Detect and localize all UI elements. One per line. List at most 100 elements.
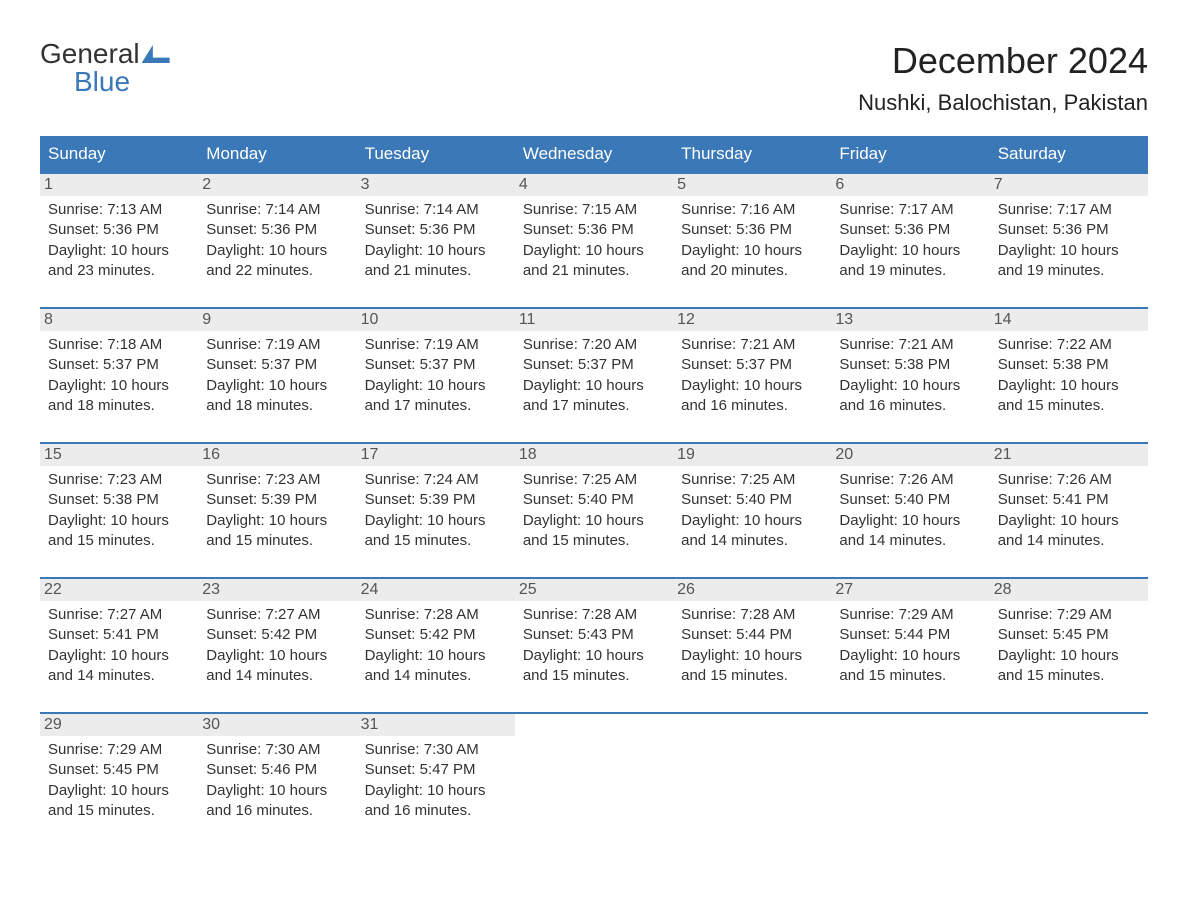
day-cell: 22Sunrise: 7:27 AMSunset: 5:41 PMDayligh… (40, 579, 198, 694)
sunset-line: Sunset: 5:40 PM (839, 490, 981, 510)
header: General Blue December 2024 Nushki, Baloc… (40, 40, 1148, 116)
day-cell: 3Sunrise: 7:14 AMSunset: 5:36 PMDaylight… (357, 174, 515, 289)
day-number: 16 (198, 444, 356, 466)
daylight-line: Daylight: 10 hours and 22 minutes. (206, 241, 348, 282)
daylight-line: Daylight: 10 hours and 19 minutes. (839, 241, 981, 282)
sunset-line: Sunset: 5:37 PM (523, 355, 665, 375)
day-header-row: SundayMondayTuesdayWednesdayThursdayFrid… (40, 136, 1148, 172)
sunset-line: Sunset: 5:37 PM (206, 355, 348, 375)
day-cell: 2 Sunrise: 7:14 AMSunset: 5:36 PMDaylight… (198, 174, 356, 289)
sunrise-line: Sunrise: 7:28 AM (365, 605, 507, 625)
sunset-line: Sunset: 5:44 PM (839, 625, 981, 645)
week-row: 29Sunrise: 7:29 AMSunset: 5:45 PMDayligh… (40, 712, 1148, 829)
day-body: Sunrise: 7:17 AMSunset: 5:36 PMDaylight:… (839, 200, 981, 281)
day-body: Sunrise: 7:25 AMSunset: 5:40 PMDaylight:… (523, 470, 665, 551)
day-header: Saturday (990, 136, 1148, 172)
sunset-line: Sunset: 5:36 PM (48, 220, 190, 240)
day-number: 17 (357, 444, 515, 466)
day-cell: . (990, 714, 1148, 829)
day-header: Wednesday (515, 136, 673, 172)
day-cell: 12Sunrise: 7:21 AMSunset: 5:37 PMDayligh… (673, 309, 831, 424)
day-number: 10 (357, 309, 515, 331)
day-body: Sunrise: 7:16 AMSunset: 5:36 PMDaylight:… (681, 200, 823, 281)
day-number: 20 (831, 444, 989, 466)
daylight-line: Daylight: 10 hours and 14 minutes. (681, 511, 823, 552)
sunrise-line: Sunrise: 7:21 AM (839, 335, 981, 355)
sunset-line: Sunset: 5:40 PM (681, 490, 823, 510)
daylight-line: Daylight: 10 hours and 15 minutes. (48, 781, 190, 822)
sunrise-line: Sunrise: 7:20 AM (523, 335, 665, 355)
sunrise-line: Sunrise: 7:14 AM (365, 200, 507, 220)
daylight-line: Daylight: 10 hours and 16 minutes. (681, 376, 823, 417)
day-body: Sunrise: 7:23 AMSunset: 5:38 PMDaylight:… (48, 470, 190, 551)
week-row: 8 Sunrise: 7:18 AMSunset: 5:37 PMDaylight… (40, 307, 1148, 424)
day-header: Friday (831, 136, 989, 172)
daylight-line: Daylight: 10 hours and 14 minutes. (48, 646, 190, 687)
day-number: 2 (198, 174, 356, 196)
brand-logo: General Blue (40, 40, 170, 96)
sunset-line: Sunset: 5:36 PM (998, 220, 1140, 240)
day-cell: 5Sunrise: 7:16 AMSunset: 5:36 PMDaylight… (673, 174, 831, 289)
daylight-line: Daylight: 10 hours and 16 minutes. (839, 376, 981, 417)
daylight-line: Daylight: 10 hours and 23 minutes. (48, 241, 190, 282)
sunrise-line: Sunrise: 7:24 AM (365, 470, 507, 490)
day-number: 30 (198, 714, 356, 736)
sunrise-line: Sunrise: 7:29 AM (998, 605, 1140, 625)
day-cell: 23Sunrise: 7:27 AMSunset: 5:42 PMDayligh… (198, 579, 356, 694)
month-title: December 2024 (858, 40, 1148, 82)
day-body: Sunrise: 7:14 AMSunset: 5:36 PMDaylight:… (206, 200, 348, 281)
day-header: Sunday (40, 136, 198, 172)
day-body: Sunrise: 7:21 AMSunset: 5:37 PMDaylight:… (681, 335, 823, 416)
sunset-line: Sunset: 5:45 PM (998, 625, 1140, 645)
sunrise-line: Sunrise: 7:29 AM (839, 605, 981, 625)
sunrise-line: Sunrise: 7:13 AM (48, 200, 190, 220)
day-number: 1 (40, 174, 198, 196)
day-body: Sunrise: 7:18 AMSunset: 5:37 PMDaylight:… (48, 335, 190, 416)
daylight-line: Daylight: 10 hours and 14 minutes. (365, 646, 507, 687)
daylight-line: Daylight: 10 hours and 16 minutes. (206, 781, 348, 822)
day-cell: 20Sunrise: 7:26 AMSunset: 5:40 PMDayligh… (831, 444, 989, 559)
day-number: 25 (515, 579, 673, 601)
day-body: Sunrise: 7:27 AMSunset: 5:41 PMDaylight:… (48, 605, 190, 686)
daylight-line: Daylight: 10 hours and 17 minutes. (365, 376, 507, 417)
day-cell: 1 Sunrise: 7:13 AMSunset: 5:36 PMDaylight… (40, 174, 198, 289)
day-cell: . (831, 714, 989, 829)
daylight-line: Daylight: 10 hours and 15 minutes. (48, 511, 190, 552)
sunset-line: Sunset: 5:47 PM (365, 760, 507, 780)
day-cell: 24Sunrise: 7:28 AMSunset: 5:42 PMDayligh… (357, 579, 515, 694)
sunset-line: Sunset: 5:42 PM (206, 625, 348, 645)
daylight-line: Daylight: 10 hours and 14 minutes. (839, 511, 981, 552)
day-cell: 31Sunrise: 7:30 AMSunset: 5:47 PMDayligh… (357, 714, 515, 829)
daylight-line: Daylight: 10 hours and 15 minutes. (523, 646, 665, 687)
day-number: 3 (357, 174, 515, 196)
day-cell: 19 Sunrise: 7:25 AMSunset: 5:40 PMDayligh… (673, 444, 831, 559)
day-cell: 17Sunrise: 7:24 AMSunset: 5:39 PMDayligh… (357, 444, 515, 559)
daylight-line: Daylight: 10 hours and 15 minutes. (839, 646, 981, 687)
day-body: Sunrise: 7:19 AMSunset: 5:37 PMDaylight:… (365, 335, 507, 416)
day-body: Sunrise: 7:25 AMSunset: 5:40 PMDaylight:… (681, 470, 823, 551)
day-cell: 28 Sunrise: 7:29 AMSunset: 5:45 PMDayligh… (990, 579, 1148, 694)
sunrise-line: Sunrise: 7:15 AM (523, 200, 665, 220)
day-cell: 13Sunrise: 7:21 AMSunset: 5:38 PMDayligh… (831, 309, 989, 424)
day-cell: . (515, 714, 673, 829)
sunset-line: Sunset: 5:37 PM (365, 355, 507, 375)
day-body: Sunrise: 7:22 AMSunset: 5:38 PMDaylight:… (998, 335, 1140, 416)
sunrise-line: Sunrise: 7:27 AM (48, 605, 190, 625)
day-number: 19 (673, 444, 831, 466)
sunset-line: Sunset: 5:37 PM (48, 355, 190, 375)
sunrise-line: Sunrise: 7:23 AM (206, 470, 348, 490)
day-number: 18 (515, 444, 673, 466)
day-body: Sunrise: 7:29 AMSunset: 5:45 PMDaylight:… (998, 605, 1140, 686)
daylight-line: Daylight: 10 hours and 15 minutes. (681, 646, 823, 687)
sunrise-line: Sunrise: 7:21 AM (681, 335, 823, 355)
daylight-line: Daylight: 10 hours and 14 minutes. (206, 646, 348, 687)
day-number: 28 (990, 579, 1148, 601)
sunrise-line: Sunrise: 7:25 AM (523, 470, 665, 490)
sunrise-line: Sunrise: 7:29 AM (48, 740, 190, 760)
day-number: 8 (40, 309, 198, 331)
sunset-line: Sunset: 5:44 PM (681, 625, 823, 645)
daylight-line: Daylight: 10 hours and 15 minutes. (523, 511, 665, 552)
day-body: Sunrise: 7:29 AMSunset: 5:44 PMDaylight:… (839, 605, 981, 686)
daylight-line: Daylight: 10 hours and 21 minutes. (365, 241, 507, 282)
brand-line2: Blue (40, 68, 170, 96)
